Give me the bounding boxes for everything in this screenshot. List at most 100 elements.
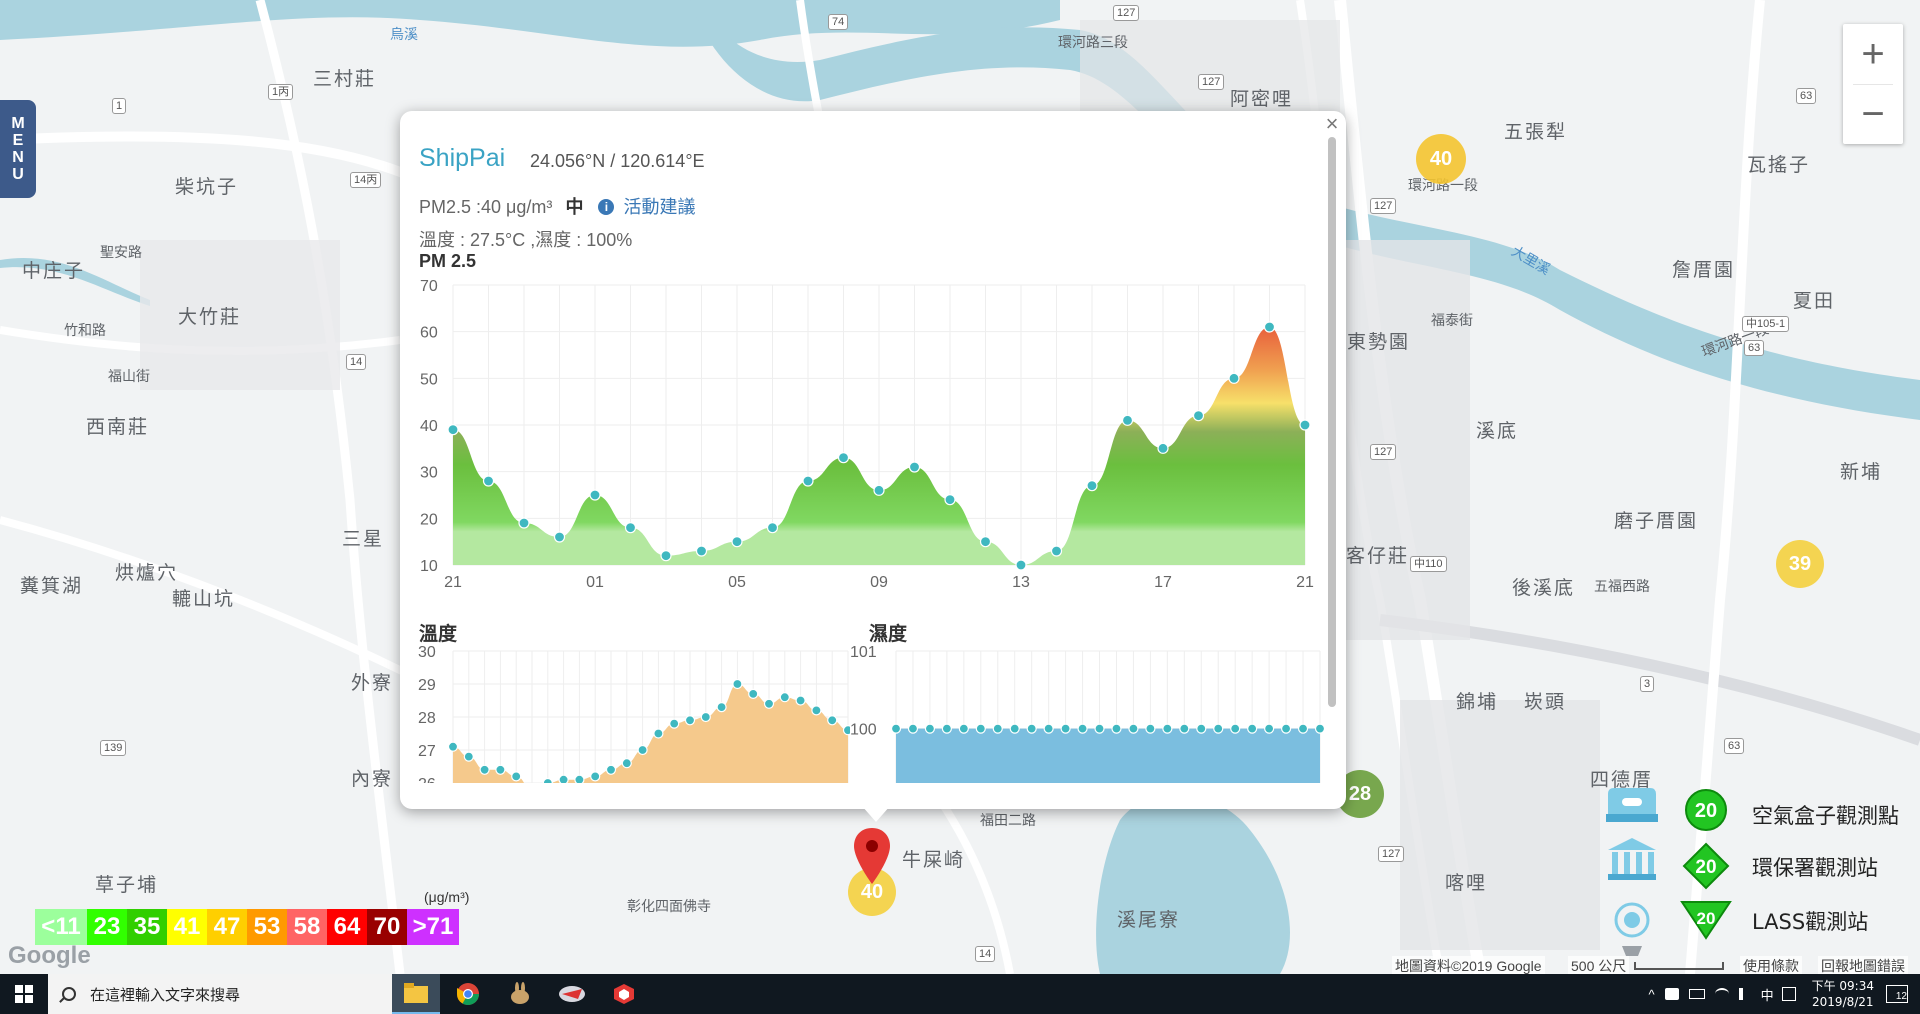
- data-point: [518, 517, 530, 529]
- map-label: 溪底: [1476, 420, 1519, 442]
- wifi-icon[interactable]: [1714, 988, 1729, 1000]
- ime-mode-icon[interactable]: [1781, 987, 1796, 1001]
- aqi-unit: (μg/m³): [424, 889, 470, 905]
- road-shield: 3: [1640, 676, 1655, 692]
- system-tray: ^ 中 下午 09:34 2019/8/21 12: [1648, 974, 1920, 1014]
- security-icon[interactable]: [1664, 988, 1679, 1000]
- menu-letter: U: [12, 166, 24, 183]
- data-point: [763, 698, 775, 709]
- marker-fill: [1776, 540, 1824, 588]
- report-error-link[interactable]: 回報地圖錯誤: [1818, 956, 1908, 974]
- sample-value: 20: [1697, 909, 1716, 928]
- notification-center-button[interactable]: 12: [1886, 985, 1908, 1003]
- y-tick-label: 100: [850, 722, 877, 739]
- terms-link[interactable]: 使用條款: [1740, 956, 1802, 974]
- map-label: 中庄子: [22, 260, 86, 282]
- activity-advice-link[interactable]: 活動建議: [623, 197, 696, 217]
- data-point: [1263, 321, 1276, 333]
- sample-value: 20: [1695, 800, 1717, 822]
- data-point: [1314, 723, 1326, 734]
- map-label: 竹和路: [64, 323, 106, 339]
- zoom-in-button[interactable]: +: [1861, 31, 1885, 76]
- data-point: [1157, 442, 1169, 454]
- data-point: [907, 723, 919, 734]
- notification-count: 12: [1895, 991, 1907, 1002]
- data-point: [695, 545, 708, 557]
- data-point: [890, 723, 902, 734]
- hum-y-axis: 100 101: [850, 644, 877, 739]
- scale-label[interactable]: 500 公尺: [1568, 956, 1630, 974]
- y-tick-label: 20: [420, 511, 438, 528]
- menu-letter: N: [12, 149, 24, 166]
- aqi-legend-cell: 35: [127, 909, 167, 945]
- app-button[interactable]: [600, 974, 648, 1014]
- chevron-up-icon[interactable]: ^: [1648, 986, 1655, 1002]
- rabbit-app-icon: [511, 982, 529, 1004]
- start-button[interactable]: [0, 974, 48, 1014]
- aqi-legend-cell: 58: [287, 909, 327, 945]
- marker-value: 28: [1348, 782, 1372, 805]
- map-label: 溪尾寮: [1117, 909, 1181, 931]
- data-point: [975, 723, 986, 734]
- data-point: [979, 536, 992, 548]
- popup-close-button[interactable]: ×: [1325, 111, 1339, 136]
- map-label: 彰化四面佛寺: [627, 899, 711, 915]
- volume-icon[interactable]: [1738, 988, 1751, 1000]
- data-point: [542, 777, 553, 783]
- map-label: 福田二路: [980, 813, 1036, 829]
- map-label: 牛屎崎: [902, 849, 966, 871]
- data-point: [1009, 723, 1020, 734]
- epa-station-icon: [1608, 838, 1656, 880]
- data-point: [1299, 419, 1311, 431]
- clock-time: 下午 09:34: [1811, 979, 1874, 993]
- lass-station-icon: [1614, 902, 1650, 956]
- zoom-out-button[interactable]: −: [1861, 91, 1885, 136]
- aqi-legend-cell: 53: [247, 909, 287, 945]
- y-tick-label: 28: [418, 710, 436, 727]
- map-label: 五福西路: [1594, 579, 1650, 595]
- pm-x-axis: 21 01 05 09 13 17 21: [444, 574, 1314, 587]
- sensor-marker[interactable]: 40: [1416, 134, 1466, 184]
- clock[interactable]: 下午 09:34 2019/8/21: [1812, 978, 1874, 1010]
- file-explorer-button[interactable]: [392, 974, 440, 1014]
- map-label: 糞箕湖: [20, 575, 84, 597]
- data-point: [589, 489, 601, 501]
- aqi-legend-cell: <11: [35, 909, 87, 945]
- y-tick-label: 70: [420, 278, 438, 295]
- legend-lass-label: LASS觀測站: [1752, 910, 1869, 934]
- app-button[interactable]: [548, 974, 596, 1014]
- sensor-marker[interactable]: 39: [1776, 540, 1824, 588]
- data-point: [795, 695, 806, 706]
- data-point: [1015, 559, 1027, 571]
- data-point: [1228, 372, 1240, 384]
- y-tick-label: 40: [420, 418, 438, 435]
- chrome-button[interactable]: [444, 974, 492, 1014]
- y-tick-label: 50: [420, 371, 438, 388]
- airbox-sample-marker: 20: [1685, 789, 1727, 831]
- map-label: 三星: [342, 528, 385, 550]
- aqi-legend-cell: 70: [367, 909, 407, 945]
- info-icon[interactable]: i: [598, 199, 615, 215]
- data-point: [669, 718, 680, 729]
- popup-scrollbar[interactable]: [1328, 137, 1336, 707]
- x-tick-label: 17: [1154, 574, 1172, 587]
- data-point: [802, 475, 814, 487]
- map-label: 烘爐穴: [115, 562, 179, 584]
- map-canvas[interactable]: 三村莊 柴坑子 中庄子 大竹莊 西南莊 三星 烘爐穴 轆山坑 糞箕湖 外寮 內寮…: [0, 0, 1920, 974]
- data-point: [827, 715, 838, 726]
- sensor-marker[interactable]: 28: [1336, 770, 1384, 818]
- aqi-legend-cell: 41: [167, 909, 207, 945]
- aqi-legend: <11 23 35 41 47 53 58 64 70 >71: [35, 909, 459, 945]
- y-tick-label: 26: [418, 776, 436, 783]
- location-pin-icon[interactable]: [852, 826, 892, 888]
- app-button[interactable]: [496, 974, 544, 1014]
- google-logo: Google: [8, 942, 91, 969]
- menu-button[interactable]: M E N U: [0, 100, 36, 198]
- battery-icon[interactable]: [1688, 989, 1705, 999]
- data-point: [574, 774, 585, 783]
- ime-indicator[interactable]: 中: [1760, 987, 1774, 1003]
- data-point: [1162, 723, 1173, 734]
- menu-letter: M: [11, 115, 25, 132]
- taskbar-search[interactable]: 在這裡輸入文字來搜尋: [48, 974, 392, 1014]
- x-tick-label: 09: [870, 574, 888, 587]
